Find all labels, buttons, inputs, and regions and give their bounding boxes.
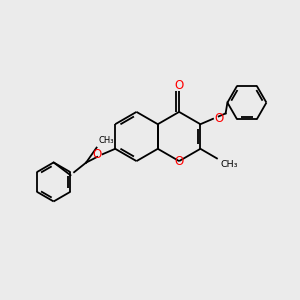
Text: O: O [175, 79, 184, 92]
Text: CH₃: CH₃ [220, 160, 238, 169]
Text: O: O [92, 148, 101, 161]
Text: CH₃: CH₃ [98, 136, 114, 145]
Text: O: O [214, 112, 224, 125]
Text: O: O [175, 155, 184, 168]
